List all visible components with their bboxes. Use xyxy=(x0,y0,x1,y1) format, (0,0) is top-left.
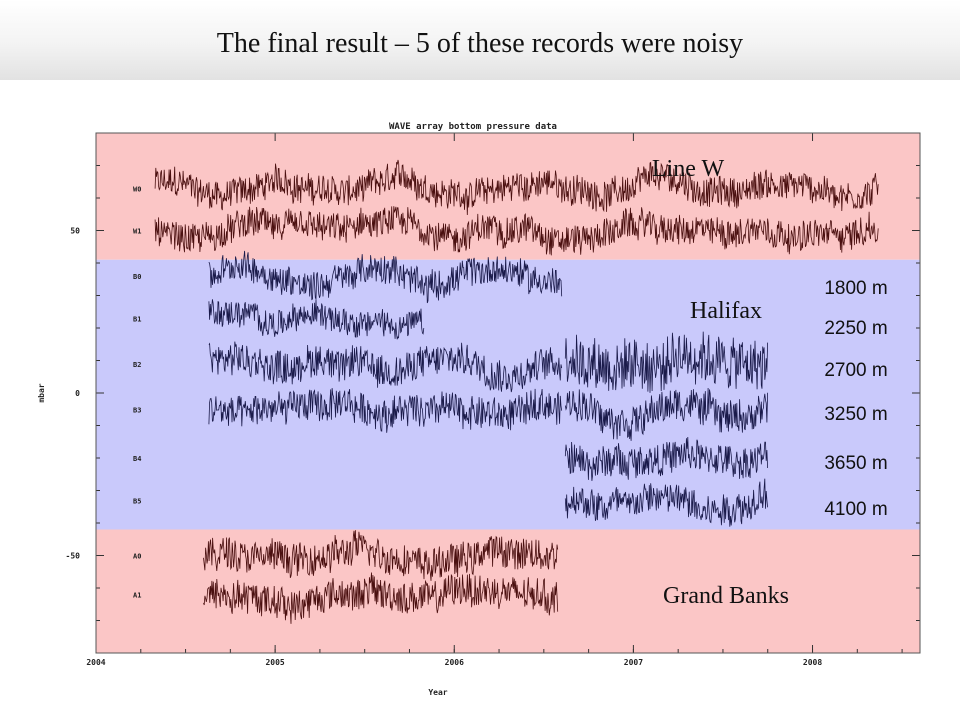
slide-title: The final result – 5 of these records we… xyxy=(216,28,744,59)
trace-w1-seg-0 xyxy=(154,206,879,256)
trace-b1-seg-0 xyxy=(208,299,425,340)
trace-b2-seg-1 xyxy=(564,331,768,393)
depth-label: 3250 m xyxy=(824,404,887,425)
regions xyxy=(96,133,920,653)
trace-label-b0: B0 xyxy=(133,273,141,281)
trace-b3-seg-0 xyxy=(208,388,563,433)
region-label-halifax: Halifax xyxy=(690,298,762,324)
trace-label-w0: W0 xyxy=(133,185,141,193)
x-axis-label: Year xyxy=(428,688,447,697)
x-tick-label-2004: 2004 xyxy=(86,658,105,667)
trace-label-a1: A1 xyxy=(133,592,141,600)
y-tick-label-50: 50 xyxy=(70,227,80,236)
plot-frame xyxy=(95,132,921,654)
title-band xyxy=(0,0,960,80)
trace-b3-seg-1 xyxy=(564,387,768,441)
trace-a1-seg-0 xyxy=(203,572,559,624)
x-tick-label-2008: 2008 xyxy=(803,658,822,667)
depth-label: 1800 m xyxy=(824,278,887,299)
region-label-line-w: Line W xyxy=(652,156,725,182)
y-tick-label-0: 0 xyxy=(75,389,80,398)
trace-label-a0: A0 xyxy=(133,553,141,561)
y-tick-label--50: -50 xyxy=(66,552,81,561)
trace-b5-seg-0 xyxy=(564,478,768,527)
depth-label: 2700 m xyxy=(824,360,887,381)
trace-w0-seg-0 xyxy=(154,159,879,216)
trace-label-w1: W1 xyxy=(133,228,141,236)
pressure-chart: 2004 2005 2006 2007 2008 50 0 -50 W0 W1 B0 B1 B2 B3 B… xyxy=(37,122,921,697)
trace-a0-seg-0 xyxy=(203,530,559,581)
trace-b4-seg-0 xyxy=(564,436,768,481)
trace-label-b2: B2 xyxy=(133,361,141,369)
x-tick-label-2006: 2006 xyxy=(445,658,464,667)
labels: W0 W1 B0 B1 B2 B3 B4 B5 A0 A1 WAVE array bottom pr… xyxy=(37,122,888,697)
region-halifax xyxy=(96,259,920,530)
traces xyxy=(154,159,879,624)
trace-label-b1: B1 xyxy=(133,315,141,323)
depth-label: 4100 m xyxy=(824,499,887,520)
y-axis-label: mbar xyxy=(37,383,46,402)
depth-label: 2250 m xyxy=(824,318,887,339)
trace-label-b5: B5 xyxy=(133,497,141,505)
trace-label-b4: B4 xyxy=(133,455,141,463)
plot-title: WAVE array bottom pressure data xyxy=(389,122,557,132)
x-tick-label-2007: 2007 xyxy=(624,658,643,667)
trace-b2-seg-0 xyxy=(208,341,563,393)
depth-label: 3650 m xyxy=(824,453,887,474)
x-tick-label-2005: 2005 xyxy=(265,658,284,667)
region-label-grand-banks: Grand Banks xyxy=(663,583,789,609)
trace-label-b3: B3 xyxy=(133,406,141,414)
trace-b0-seg-0 xyxy=(208,250,563,304)
